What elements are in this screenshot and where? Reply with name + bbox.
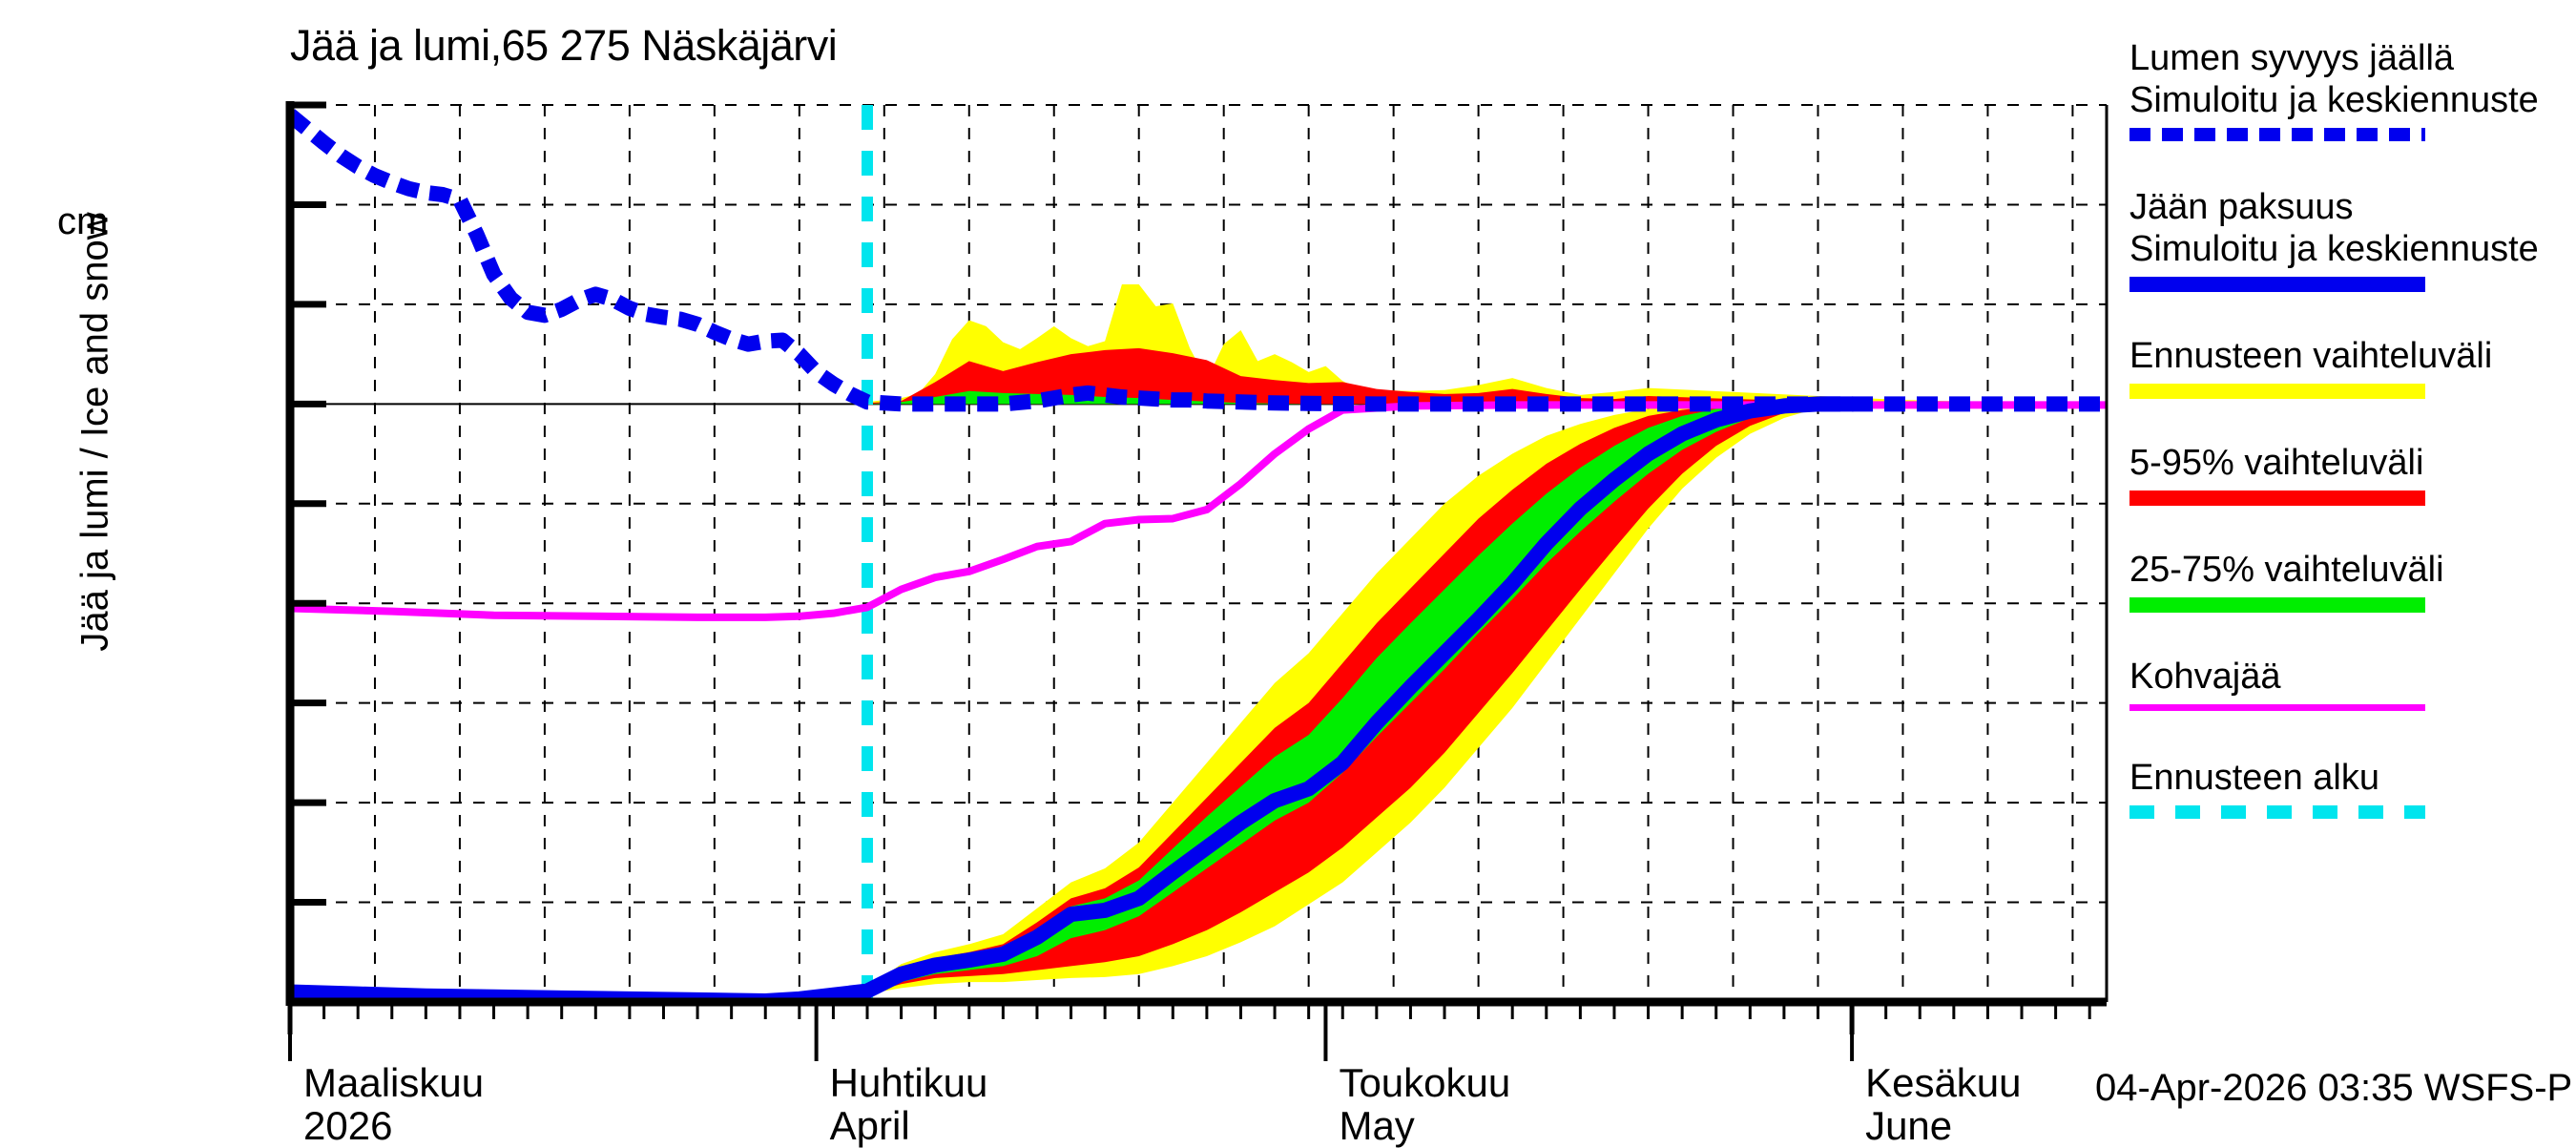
legend-label-range-5-95: 5-95% vaihteluväli — [2129, 443, 2424, 483]
legend-swatch-snow-depth-on-ice — [2129, 128, 2425, 141]
legend-swatch-range-5-95 — [2129, 491, 2425, 506]
legend-label-ice-thickness: Jään paksuus — [2129, 187, 2354, 227]
page-title: Jää ja lumi,65 275 Näskäjärvi — [290, 21, 838, 70]
x-tick-label-en: May — [1339, 1103, 1415, 1148]
x-tick-label-fi: Huhtikuu — [829, 1060, 988, 1105]
x-tick-label-en: April — [829, 1103, 910, 1148]
series-slush-ice — [290, 401, 2107, 621]
legend-label-range-25-75: 25-75% vaihteluväli — [2129, 550, 2444, 590]
x-tick-label-group: Kesäkuu June — [1865, 1061, 2021, 1148]
legend-label-slush-ice: Kohvajää — [2129, 657, 2281, 697]
x-tick-label-en: June — [1865, 1103, 1953, 1148]
chart-legend: Lumen syvyys jäällä Simuloitu ja keskienn… — [2129, 38, 2576, 819]
legend-swatch-ice-thickness — [2129, 277, 2425, 292]
x-tick-label-group: Maaliskuu 2026 — [303, 1061, 484, 1148]
legend-swatch-forecast-range — [2129, 384, 2425, 399]
x-tick-label-group: Huhtikuu April — [830, 1061, 988, 1148]
legend-label-snow-depth-on-ice: Lumen syvyys jäällä — [2129, 38, 2455, 78]
band-snow-range-red — [867, 347, 2107, 405]
legend-swatch-slush-ice — [2129, 704, 2425, 711]
band-ice-range-green — [867, 404, 1853, 993]
x-tick-label-fi: Toukokuu — [1339, 1060, 1511, 1105]
legend-swatch-range-25-75 — [2129, 597, 2425, 613]
x-tick-label-en: 2026 — [303, 1103, 393, 1148]
legend-sublabel-ice-thickness: Simuloitu ja keskiennuste — [2129, 229, 2539, 269]
legend-swatch-forecast-start — [2129, 805, 2425, 819]
legend-sublabel-snow-depth-on-ice: Simuloitu ja keskiennuste — [2129, 80, 2539, 120]
series-snow-depth — [290, 109, 2107, 412]
y-axis-unit: cm — [57, 200, 109, 242]
footer-timestamp: 04-Apr-2026 03:35 WSFS-P — [2095, 1067, 2573, 1109]
legend-label-forecast-range: Ennusteen vaihteluväli — [2129, 336, 2493, 376]
x-tick-label-group: Toukokuu May — [1339, 1061, 1510, 1148]
x-tick-label-fi: Kesäkuu — [1865, 1060, 2022, 1105]
x-tick-label-fi: Maaliskuu — [303, 1060, 485, 1105]
legend-label-forecast-start: Ennusteen alku — [2129, 758, 2379, 798]
